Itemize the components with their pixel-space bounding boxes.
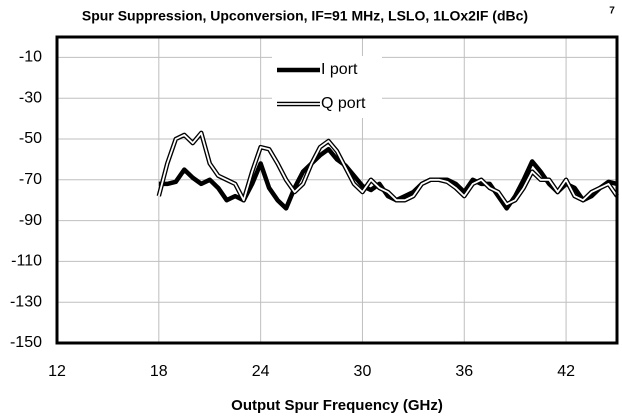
title-superscript: 7 — [609, 6, 615, 17]
x-tick-label: 18 — [150, 363, 168, 380]
series-line — [158, 146, 618, 211]
y-tick-label: -10 — [19, 49, 42, 66]
x-tick-label: 36 — [455, 363, 473, 380]
series-outline — [156, 130, 619, 207]
chart-title: Spur Suppression, Upconversion, IF=91 MH… — [82, 8, 528, 24]
y-tick-label: -150 — [10, 334, 42, 351]
legend-label: I port — [321, 61, 358, 78]
x-tick-label: 30 — [354, 363, 372, 380]
legend-background — [272, 56, 382, 118]
y-tick-label: -50 — [19, 130, 42, 147]
y-tick-label: -30 — [19, 89, 42, 106]
series-line — [157, 131, 618, 206]
y-tick-label: -70 — [19, 171, 42, 188]
legend-label: Q port — [321, 95, 366, 112]
x-tick-label: 42 — [557, 363, 575, 380]
y-tick-label: -130 — [10, 293, 42, 310]
plot-frame — [55, 35, 619, 345]
y-tick-label: -90 — [19, 212, 42, 229]
x-axis-label: Output Spur Frequency (GHz) — [231, 397, 443, 414]
x-tick-label: 12 — [48, 363, 66, 380]
x-tick-label: 24 — [252, 363, 270, 380]
y-tick-label: -110 — [11, 253, 42, 270]
